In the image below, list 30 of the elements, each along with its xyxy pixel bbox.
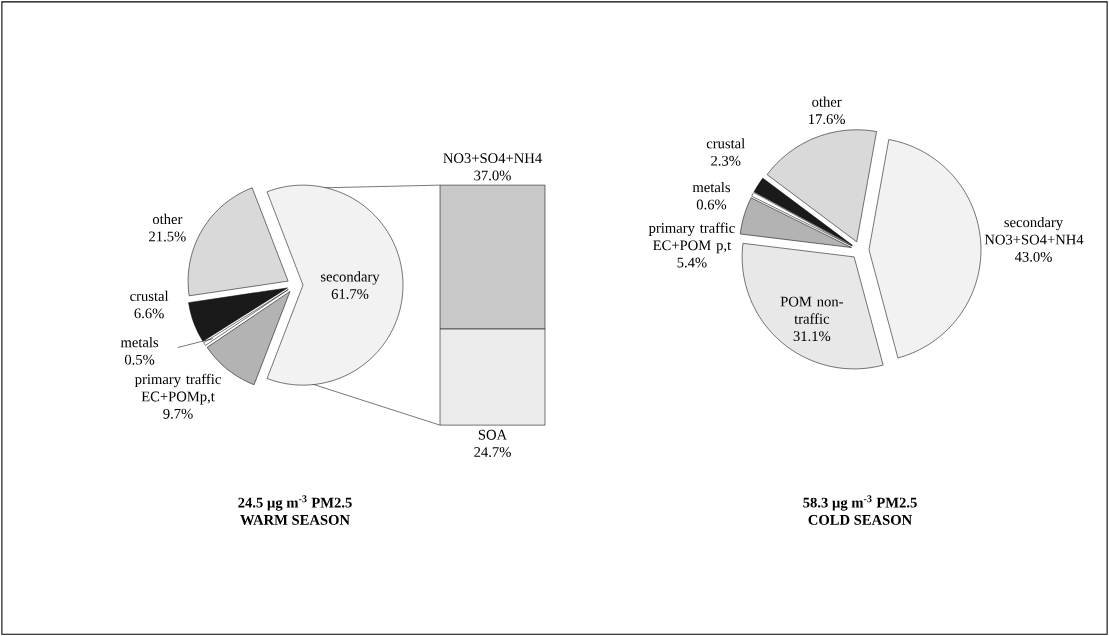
slice-label: metals <box>692 181 731 193</box>
slice-label: other <box>812 96 842 107</box>
data-label: 0.5% <box>124 354 155 365</box>
data-label: 61.7% <box>331 288 369 299</box>
text: WARM SEASON <box>240 514 350 525</box>
slice-label: primary traffic EC+POMp,t <box>134 373 221 405</box>
series-label: SOA <box>478 429 508 440</box>
data-label: 24.7% <box>474 447 511 457</box>
data-label: 5.4% <box>677 257 707 268</box>
data-label: 31.1% <box>793 331 831 342</box>
slice-label: secondary NO3+SO4+NH4 <box>984 216 1084 245</box>
text: 24.5 µg m$^{-3}$ PM2.5 <box>238 495 352 511</box>
text: COLD SEASON <box>808 514 912 525</box>
data-label: 6.6% <box>134 308 164 319</box>
data-label: 0.6% <box>696 199 727 210</box>
slice-label: other <box>152 213 183 225</box>
legend-label: metals <box>120 336 159 348</box>
slice-label: crustal <box>706 138 745 149</box>
data-label: 37.0% <box>474 170 511 181</box>
text: 58.3 µg m$^{-3}$ PM2.5 <box>803 495 917 511</box>
slice-label: primary traffic EC+POM p,t <box>648 222 735 254</box>
series-label: NO3+SO4+NH4 <box>443 153 542 164</box>
slice-label: POM non-traffic <box>780 296 843 324</box>
slice-label: secondary <box>320 271 380 285</box>
data-label: 43.0% <box>1014 251 1052 262</box>
data-label: 9.7% <box>163 408 193 419</box>
slice-label: crustal <box>130 290 169 301</box>
data-label: 21.5% <box>149 231 186 242</box>
data-label: 17.6% <box>809 114 845 125</box>
data-label: 2.3% <box>711 155 741 166</box>
